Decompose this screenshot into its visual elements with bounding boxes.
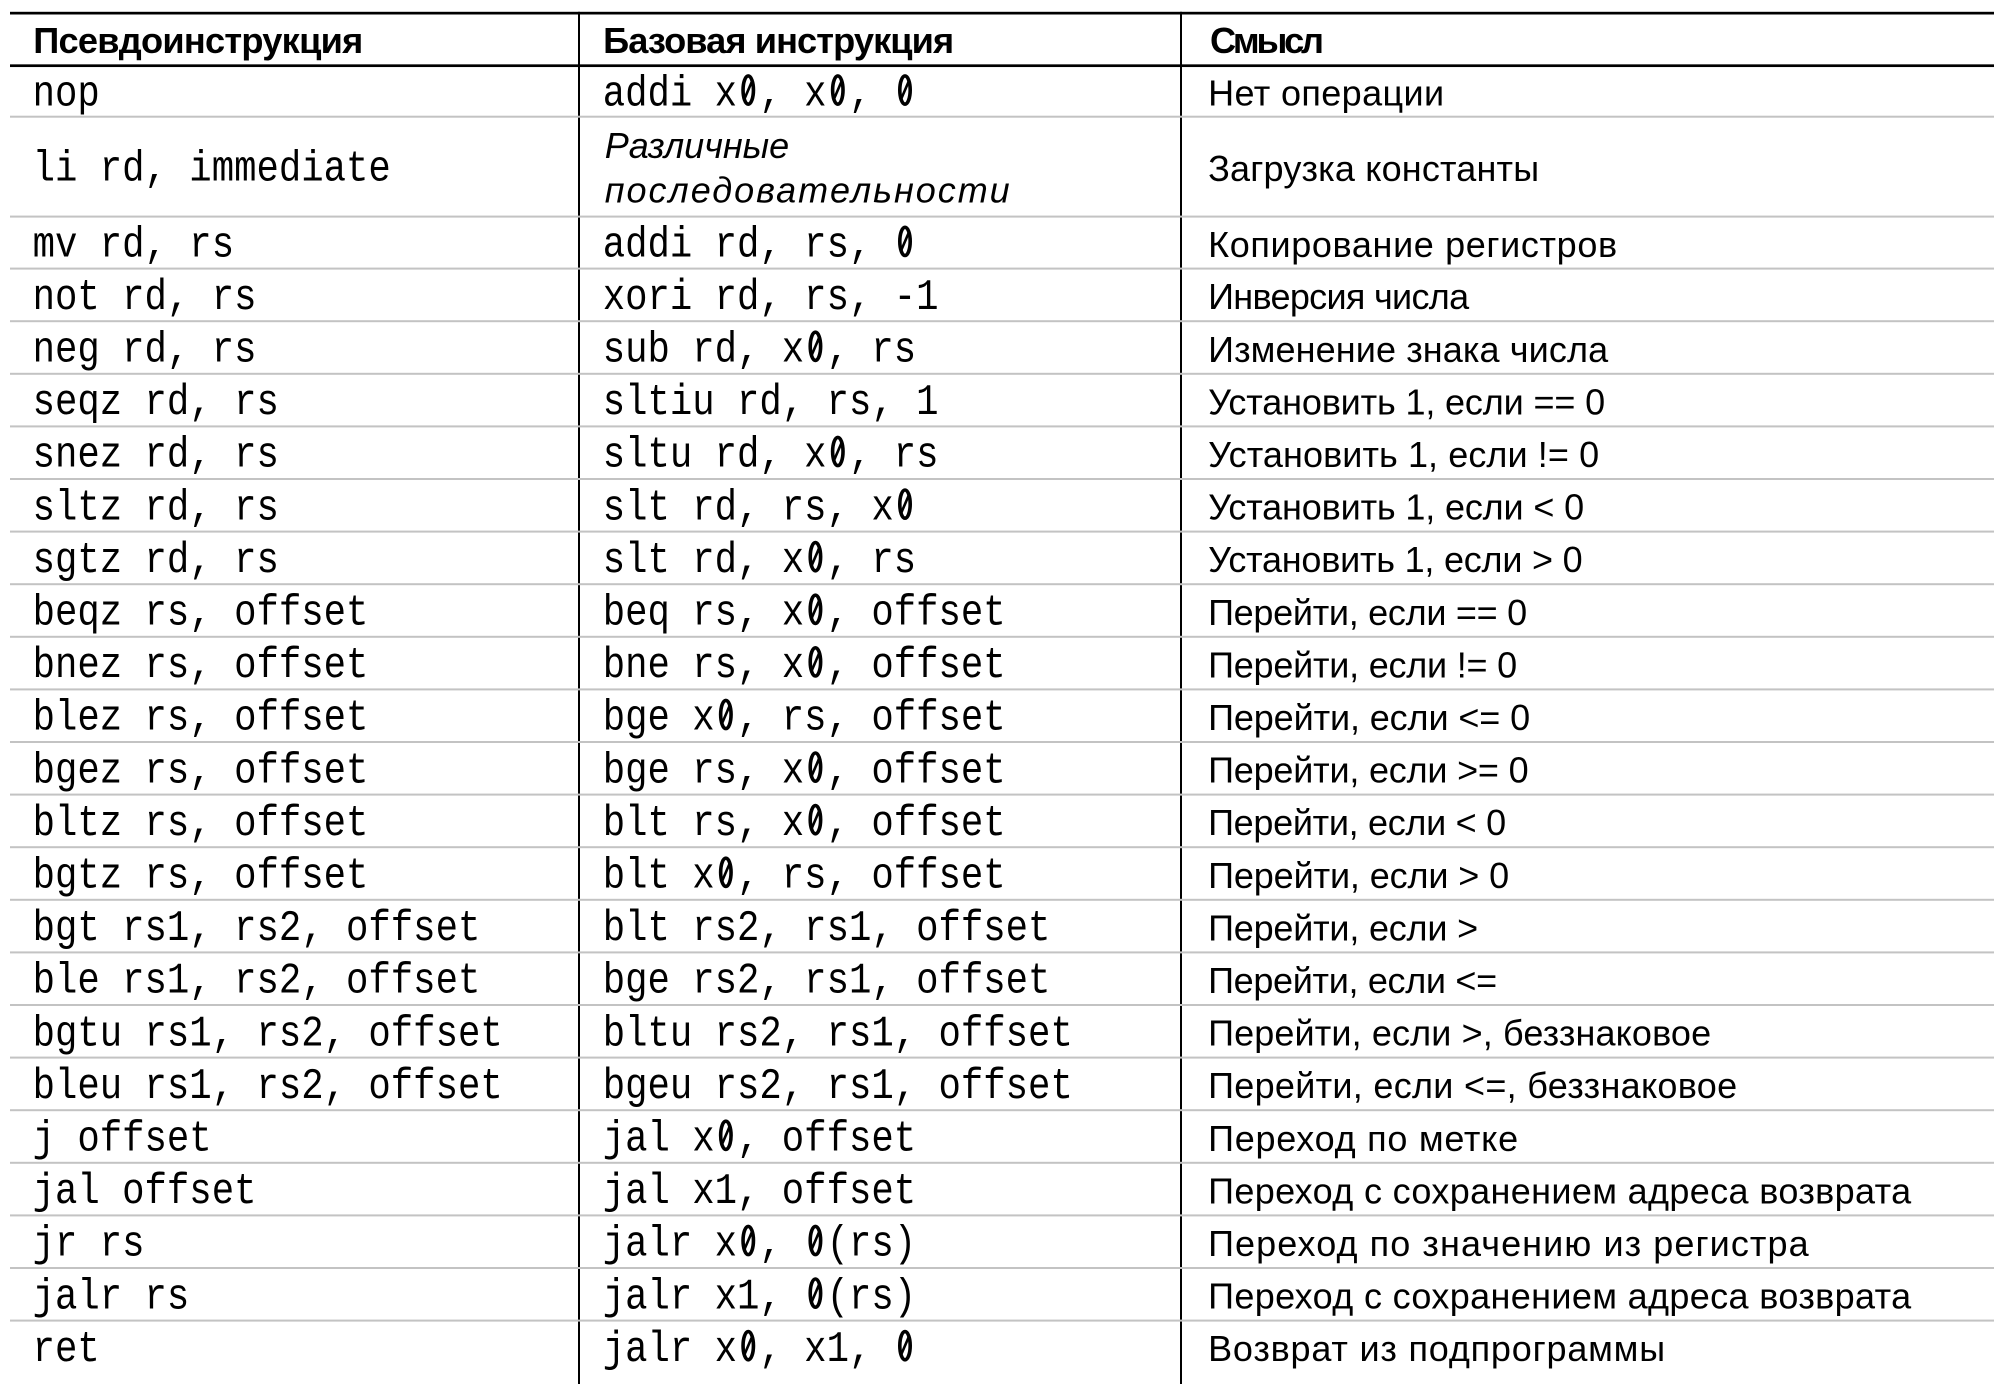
svg-text:Базовая инструкция: Базовая инструкция	[603, 20, 954, 61]
svg-text:j offset: j offset	[33, 1115, 212, 1165]
svg-text:sltz rd, rs: sltz rd, rs	[33, 484, 279, 534]
svg-text:nop: nop	[33, 70, 100, 120]
svg-text:Перейти, если == 0: Перейти, если == 0	[1208, 592, 1527, 633]
svg-text:bge rs, x , offset: bge rs, x , offset	[603, 747, 1006, 797]
svg-text:blez rs, offset: blez rs, offset	[33, 694, 369, 744]
svg-text:bge x , rs, offset: bge x , rs, offset	[603, 694, 1006, 744]
svg-text:Инверсия числа: Инверсия числа	[1208, 276, 1470, 317]
svg-text:Перейти, если >= 0: Перейти, если >= 0	[1208, 750, 1529, 791]
svg-text:slt rd, rs, x: slt rd, rs, x	[603, 484, 916, 534]
svg-text:Переход по значению из регистр: Переход по значению из регистра	[1208, 1223, 1809, 1264]
svg-text:not rd, rs: not rd, rs	[33, 273, 257, 323]
svg-text:sltu rd, x , rs: sltu rd, x , rs	[603, 431, 939, 481]
svg-text:slt rd, x , rs: slt rd, x , rs	[603, 536, 916, 586]
svg-text:xori rd, rs, -1: xori rd, rs, -1	[603, 273, 939, 323]
svg-text:Перейти, если < 0: Перейти, если < 0	[1208, 802, 1506, 843]
svg-text:bgez rs, offset: bgez rs, offset	[33, 747, 369, 797]
svg-text:Установить 1, если < 0: Установить 1, если < 0	[1208, 487, 1584, 528]
svg-text:bgtu rs1, rs2, offset: bgtu rs1, rs2, offset	[33, 1010, 503, 1060]
svg-text:Установить 1, если != 0: Установить 1, если != 0	[1208, 434, 1599, 475]
svg-text:bltz rs, offset: bltz rs, offset	[33, 799, 369, 849]
svg-text:Перейти, если <=: Перейти, если <=	[1208, 960, 1497, 1001]
svg-text:li rd, immediate: li rd, immediate	[33, 145, 391, 195]
svg-text:sgtz rd, rs: sgtz rd, rs	[33, 536, 279, 586]
svg-text:addi rd, rs,: addi rd, rs,	[603, 221, 916, 271]
svg-text:Перейти, если >, беззнаковое: Перейти, если >, беззнаковое	[1208, 1013, 1711, 1054]
svg-text:Возврат из подпрограммы: Возврат из подпрограммы	[1208, 1328, 1665, 1369]
svg-text:Смысл: Смысл	[1210, 20, 1324, 61]
svg-text:Перейти, если > 0: Перейти, если > 0	[1208, 855, 1509, 896]
svg-text:Различные: Различные	[605, 125, 789, 166]
svg-text:neg rd, rs: neg rd, rs	[33, 326, 257, 376]
svg-text:ret: ret	[33, 1325, 100, 1375]
svg-text:sltiu rd, rs, 1: sltiu rd, rs, 1	[603, 379, 939, 429]
svg-text:bnez rs, offset: bnez rs, offset	[33, 642, 369, 692]
svg-text:bne rs, x , offset: bne rs, x , offset	[603, 642, 1006, 692]
svg-text:bgt rs1, rs2, offset: bgt rs1, rs2, offset	[33, 905, 481, 955]
svg-text:snez rd, rs: snez rd, rs	[33, 431, 279, 481]
svg-text:bgeu rs2, rs1, offset: bgeu rs2, rs1, offset	[603, 1062, 1073, 1112]
svg-text:blt rs, x , offset: blt rs, x , offset	[603, 799, 1006, 849]
svg-text:Копирование регистров: Копирование регистров	[1208, 224, 1617, 265]
svg-text:jalr x , x1,: jalr x , x1,	[603, 1325, 916, 1375]
svg-text:Изменение знака числа: Изменение знака числа	[1208, 329, 1609, 370]
svg-text:beq rs, x , offset: beq rs, x , offset	[603, 589, 1006, 639]
svg-text:jal x1, offset: jal x1, offset	[603, 1168, 916, 1218]
svg-text:bltu rs2, rs1, offset: bltu rs2, rs1, offset	[603, 1010, 1073, 1060]
svg-text:jalr x1, (rs): jalr x1, (rs)	[603, 1273, 916, 1323]
svg-text:blt rs2, rs1, offset: blt rs2, rs1, offset	[603, 905, 1051, 955]
svg-text:mv rd, rs: mv rd, rs	[33, 221, 234, 271]
svg-text:Перейти, если >: Перейти, если >	[1208, 907, 1478, 948]
svg-text:beqz rs, offset: beqz rs, offset	[33, 589, 369, 639]
svg-text:Установить 1, если > 0: Установить 1, если > 0	[1208, 539, 1583, 580]
svg-text:jalr x , (rs): jalr x , (rs)	[603, 1220, 916, 1270]
svg-text:Установить 1, если == 0: Установить 1, если == 0	[1208, 381, 1605, 422]
svg-text:Перейти, если != 0: Перейти, если != 0	[1208, 644, 1517, 685]
svg-text:Нет операции: Нет операции	[1208, 73, 1444, 114]
svg-text:jal offset: jal offset	[33, 1168, 257, 1218]
svg-text:Загрузка константы: Загрузка константы	[1208, 148, 1539, 189]
svg-text:Переход с сохранением адреса в: Переход с сохранением адреса возврата	[1208, 1170, 1912, 1211]
svg-text:bleu rs1, rs2, offset: bleu rs1, rs2, offset	[33, 1062, 503, 1112]
svg-text:Переход с сохранением адреса в: Переход с сохранением адреса возврата	[1208, 1276, 1912, 1317]
svg-text:addi x , x ,: addi x , x ,	[603, 70, 916, 120]
svg-text:jal x , offset: jal x , offset	[603, 1115, 916, 1165]
svg-text:seqz rd, rs: seqz rd, rs	[33, 379, 279, 429]
svg-text:ble rs1, rs2, offset: ble rs1, rs2, offset	[33, 957, 481, 1007]
svg-text:Переход по метке: Переход по метке	[1208, 1118, 1518, 1159]
svg-text:blt x , rs, offset: blt x , rs, offset	[603, 852, 1006, 902]
svg-text:sub rd, x , rs: sub rd, x , rs	[603, 326, 916, 376]
svg-text:jalr rs: jalr rs	[33, 1273, 190, 1323]
svg-text:bgtz rs, offset: bgtz rs, offset	[33, 852, 369, 902]
svg-text:jr rs: jr rs	[33, 1220, 145, 1270]
svg-text:bge rs2, rs1, offset: bge rs2, rs1, offset	[603, 957, 1051, 1007]
svg-text:Перейти, если <=, беззнаковое: Перейти, если <=, беззнаковое	[1208, 1065, 1737, 1106]
svg-text:Псевдоинструкция: Псевдоинструкция	[33, 20, 363, 61]
svg-text:последовательности: последовательности	[605, 170, 1010, 211]
svg-text:Перейти, если <= 0: Перейти, если <= 0	[1208, 697, 1530, 738]
